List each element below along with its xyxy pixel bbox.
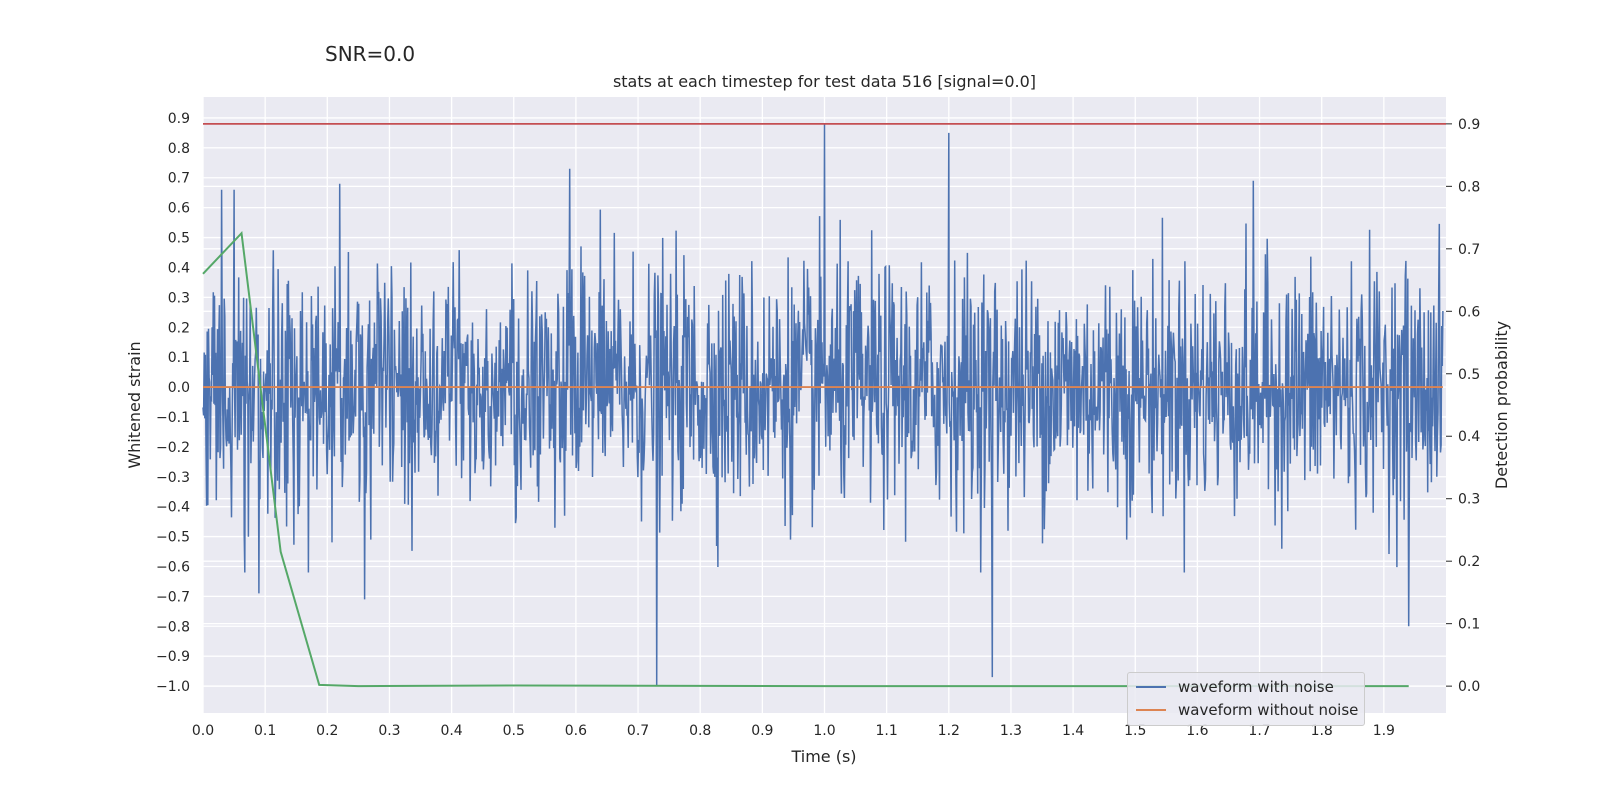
y2-tick-label: 0.4 [1458, 429, 1480, 445]
x-tick-label: 1.3 [1000, 723, 1022, 739]
y-tick-label: 0.1 [168, 350, 190, 366]
x-tick-label: 0.3 [378, 723, 400, 739]
x-tick-label: 0.4 [440, 723, 462, 739]
y2-tick-label: 0.9 [1458, 117, 1480, 133]
x-tick-label: 0.8 [689, 723, 711, 739]
x-tick-label: 1.4 [1062, 723, 1084, 739]
x-tick-label: 0.6 [565, 723, 587, 739]
x-tick-label: 0.9 [751, 723, 773, 739]
legend-item-noisy: waveform with noise [1136, 676, 1334, 698]
series-detection-probability [202, 230, 1409, 688]
y-tick-label: −0.8 [156, 619, 190, 635]
y2-tick-label: 0.1 [1458, 617, 1480, 633]
legend-swatch-clean [1136, 709, 1166, 711]
y-tick-label: −0.4 [156, 500, 190, 516]
x-tick-label: 1.6 [1186, 723, 1208, 739]
series-layer [202, 122, 1446, 688]
chart-title: stats at each timestep for test data 516… [612, 72, 1037, 91]
y2-tick-label: 0.7 [1458, 242, 1480, 258]
x-tick-label: 1.8 [1311, 723, 1333, 739]
x-tick-label: 1.5 [1124, 723, 1146, 739]
snr-annotation: SNR=0.0 [325, 42, 416, 66]
y2-tick-labels: 0.9 0.8 0.7 0.6 0.5 0.4 0.3 0.2 0.1 0.0 [1446, 117, 1480, 695]
y2-tick-label: 0.8 [1458, 179, 1480, 195]
y-tick-label: −0.5 [156, 530, 190, 546]
y-tick-label: −0.6 [156, 559, 190, 575]
y2-tick-label: 0.6 [1458, 304, 1480, 320]
y-tick-label: −0.9 [156, 649, 190, 665]
x-tick-label: 0.7 [627, 723, 649, 739]
y-tick-label: 0.7 [168, 171, 190, 187]
y-tick-label: 0.9 [168, 111, 190, 127]
legend-label-noisy: waveform with noise [1178, 678, 1334, 696]
x-tick-label: 0.1 [254, 723, 276, 739]
y-tick-label: 0.4 [168, 260, 190, 276]
y2-tick-label: 0.2 [1458, 554, 1480, 570]
y-tick-label: −0.3 [156, 470, 190, 486]
y-tick-label: 0.5 [168, 231, 190, 247]
x-tick-label: 0.0 [192, 723, 214, 739]
x-tick-label: 1.0 [813, 723, 835, 739]
y2-tick-label: 0.5 [1458, 367, 1480, 383]
x-tick-label: 1.9 [1373, 723, 1395, 739]
y-tick-label: 0.6 [168, 201, 190, 217]
x-tick-label: 0.2 [316, 723, 338, 739]
y-tick-label: −0.2 [156, 440, 190, 456]
y-axis-label: Whitened strain [125, 341, 144, 468]
x-axis-label: Time (s) [790, 747, 856, 766]
x-tick-label: 1.7 [1248, 723, 1270, 739]
legend: waveform with noise waveform without noi… [1127, 672, 1365, 726]
x-tick-label: 0.5 [503, 723, 525, 739]
y-tick-label: 0.8 [168, 141, 190, 157]
series-waveform-with-noise [202, 123, 1444, 687]
y2-axis-label: Detection probability [1492, 321, 1511, 489]
y-tick-label: 0.3 [168, 290, 190, 306]
legend-swatch-noisy [1136, 686, 1166, 688]
legend-label-clean: waveform without noise [1178, 701, 1359, 719]
x-tick-label: 1.1 [876, 723, 898, 739]
y-tick-label: −0.7 [156, 589, 190, 605]
y-tick-label: 0.2 [168, 320, 190, 336]
y2-tick-label: 0.0 [1458, 679, 1480, 695]
y-tick-labels: 0.9 0.8 0.7 0.6 0.5 0.4 0.3 0.2 0.1 0.0 −0.1 −0.2 −0… [156, 111, 190, 695]
legend-item-clean: waveform without noise [1136, 699, 1358, 721]
y-tick-label: −0.1 [156, 410, 190, 426]
x-tick-label: 1.2 [938, 723, 960, 739]
y2-tick-label: 0.3 [1458, 492, 1480, 508]
y-tick-label: −1.0 [156, 679, 190, 695]
x-tick-labels: 0.0 0.1 0.2 0.3 0.4 0.5 0.6 0.7 0.8 0.9 1.0 1.1 1.2 1… [192, 723, 1395, 739]
y-tick-label: 0.0 [168, 380, 190, 396]
